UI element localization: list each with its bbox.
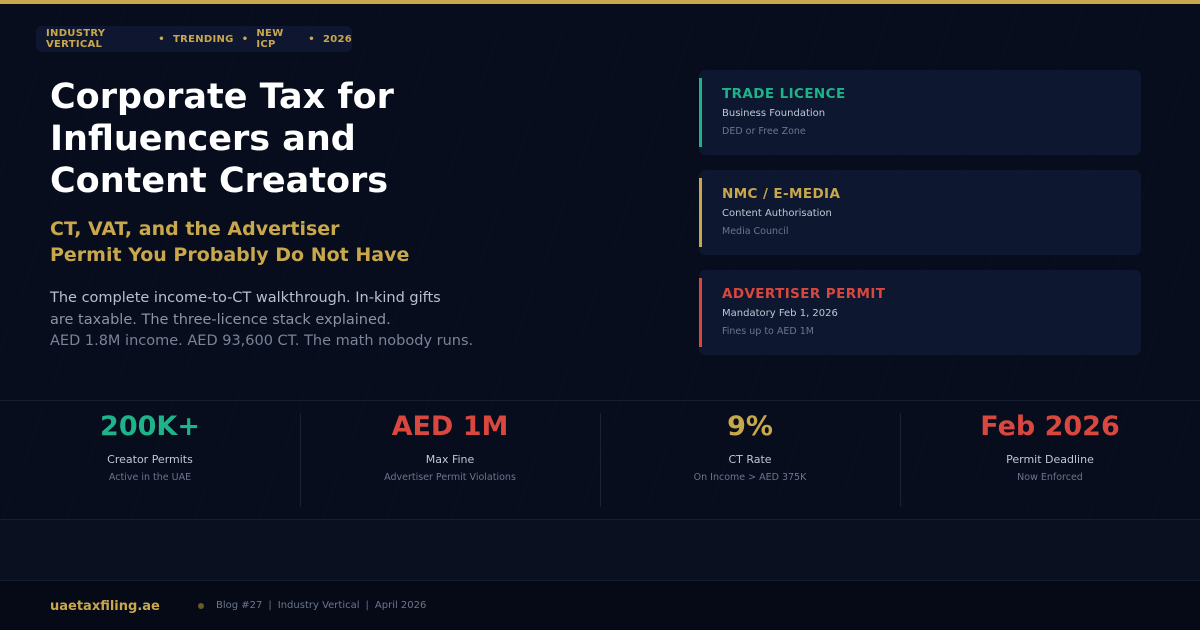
description-line: The complete income-to-CT walkthrough. I…: [50, 290, 441, 306]
footer-meta-item: Industry Vertical: [277, 600, 360, 611]
card-meta: Media Council: [722, 226, 789, 237]
stat-note: Active in the UAE: [108, 472, 192, 483]
stat-max-fine: AED 1M Max Fine Advertiser Permit Violat…: [300, 401, 600, 519]
stat-ct-rate: 9% CT Rate On Income > AED 375K: [600, 401, 900, 519]
stat-value: 200K+: [100, 411, 200, 442]
eyebrow-tag: 2026: [322, 33, 352, 45]
eyebrow-tags: INDUSTRY VERTICAL • TRENDING • NEW ICP •…: [36, 26, 352, 52]
footer-meta-item: April 2026: [374, 600, 427, 611]
card-accent-bar: [699, 278, 702, 347]
card-subtitle: Content Authorisation: [722, 208, 832, 219]
eyebrow-separator: •: [308, 33, 315, 45]
card-meta: Fines up to AED 1M: [722, 326, 814, 337]
card-accent-bar: [699, 78, 702, 147]
card-subtitle: Business Foundation: [722, 108, 826, 119]
footer-meta-separator: |: [268, 600, 272, 611]
title-line: Content Creators: [50, 161, 389, 201]
top-accent-bar: [0, 0, 1200, 4]
spacer-band: [0, 520, 1200, 580]
card-title: TRADE LICENCE: [722, 86, 846, 102]
subtitle-line: Permit You Probably Do Not Have: [50, 244, 410, 266]
eyebrow-tag: INDUSTRY VERTICAL: [46, 28, 106, 50]
footer-dot-icon: [198, 603, 204, 609]
stats-row: 200K+ Creator Permits Active in the UAE …: [0, 400, 1200, 520]
footer-meta-item: Blog #27: [216, 600, 263, 611]
eyebrow-separator: •: [158, 33, 165, 45]
licence-cards: TRADE LICENCE Business Foundation DED or…: [699, 70, 1141, 370]
eyebrow-tag: NEW ICP: [256, 28, 284, 50]
stat-value: 9%: [727, 411, 773, 442]
page-description: The complete income-to-CT walkthrough. I…: [50, 288, 650, 353]
title-line: Influencers and: [50, 119, 356, 159]
licence-card-nmc: NMC / E-MEDIA Content Authorisation Medi…: [699, 170, 1141, 255]
stat-label: CT Rate: [728, 453, 772, 466]
licence-card-trade: TRADE LICENCE Business Foundation DED or…: [699, 70, 1141, 155]
footer-meta-separator: |: [365, 600, 369, 611]
eyebrow-tag: TRENDING: [172, 33, 234, 45]
stat-label: Creator Permits: [107, 453, 193, 466]
eyebrow-separator: •: [241, 33, 249, 45]
subtitle-line: CT, VAT, and the Advertiser: [50, 218, 340, 240]
stat-value: Feb 2026: [980, 411, 1120, 442]
stat-creator-permits: 200K+ Creator Permits Active in the UAE: [0, 401, 300, 519]
stat-label: Permit Deadline: [1006, 453, 1094, 466]
card-title: NMC / E-MEDIA: [722, 186, 841, 202]
card-subtitle: Mandatory Feb 1, 2026: [722, 308, 838, 319]
description-line: AED 1.8M income. AED 93,600 CT. The math…: [50, 333, 474, 349]
site-link[interactable]: uaetaxfiling.ae: [50, 599, 160, 614]
card-meta: DED or Free Zone: [722, 126, 806, 137]
stat-note: On Income > AED 375K: [693, 472, 807, 483]
card-accent-bar: [699, 178, 702, 247]
page-subtitle: CT, VAT, and the Advertiser Permit You P…: [50, 216, 650, 268]
footer: uaetaxfiling.ae Blog #27 | Industry Vertic…: [0, 580, 1200, 630]
stat-note: Advertiser Permit Violations: [384, 472, 516, 483]
licence-card-advertiser: ADVERTISER PERMIT Mandatory Feb 1, 2026 …: [699, 270, 1141, 355]
card-title: ADVERTISER PERMIT: [722, 286, 886, 302]
stat-label: Max Fine: [425, 453, 475, 466]
title-line: Corporate Tax for: [50, 77, 394, 117]
footer-meta: Blog #27 | Industry Vertical | April 2026: [216, 600, 426, 611]
stat-note: Now Enforced: [1017, 472, 1083, 483]
description-line: are taxable. The three-licence stack exp…: [50, 311, 391, 328]
stat-value: AED 1M: [391, 411, 509, 442]
stat-permit-deadline: Feb 2026 Permit Deadline Now Enforced: [900, 401, 1200, 519]
page-title: Corporate Tax for Influencers and Conten…: [50, 76, 650, 202]
